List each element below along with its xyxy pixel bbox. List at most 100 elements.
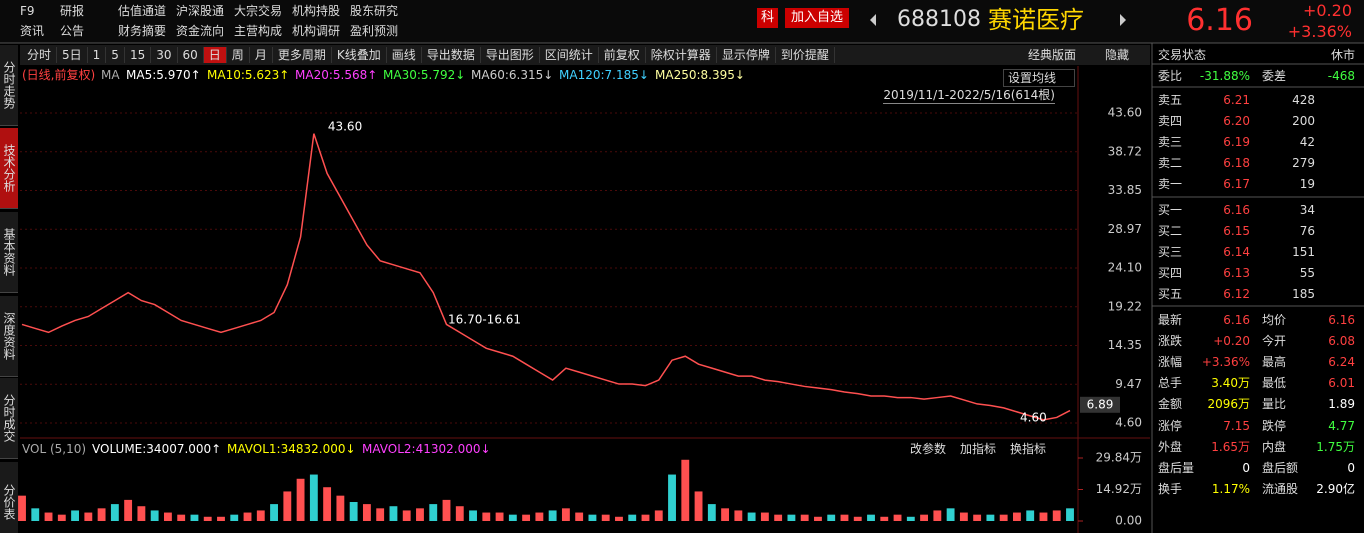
panel-value: -468 (1327, 69, 1355, 83)
stat-label: 最低 (1262, 376, 1287, 391)
menu-item[interactable]: 财务摘要 (118, 24, 167, 38)
volume-bar (137, 506, 146, 521)
toolbar-button[interactable]: 1 (88, 47, 107, 63)
volume-bar (601, 514, 610, 521)
side-tab[interactable]: 分价表 (0, 462, 18, 533)
stat-value: 1.75万 (1316, 439, 1355, 454)
order-price: 6.13 (1223, 266, 1250, 280)
volume-bar (97, 508, 106, 521)
toolbar-button[interactable]: 周 (227, 47, 250, 63)
stat-value: 1.89 (1328, 397, 1355, 412)
menu-item[interactable]: 大宗交易 (234, 4, 283, 18)
volume-bar (71, 510, 79, 521)
side-tab[interactable]: 深度资料 (0, 296, 18, 377)
volume-bar (429, 504, 438, 521)
set-ma-button[interactable]: 设置均线 (1003, 69, 1076, 87)
toolbar-button[interactable]: 前复权 (599, 47, 646, 63)
toolbar-button[interactable]: 导出图形 (481, 47, 540, 63)
toolbar-button[interactable]: 日 (203, 47, 227, 63)
order-price: 6.18 (1223, 156, 1250, 170)
order-price: 6.16 (1223, 203, 1250, 217)
volume-bar (707, 504, 716, 521)
menu-item[interactable]: 盈利预测 (350, 24, 399, 38)
toolbar-button[interactable]: 显示停牌 (717, 47, 776, 63)
order-volume: 76 (1299, 224, 1315, 238)
side-tab[interactable]: 分时走势 (0, 45, 18, 126)
volume-bar (814, 516, 822, 521)
toolbar-button[interactable]: 30 (151, 47, 178, 63)
ma-legend: MA60:6.315↓ (471, 68, 554, 82)
toolbar-button[interactable]: 15 (125, 47, 152, 63)
order-price: 6.17 (1223, 177, 1250, 191)
volume-bar (442, 499, 451, 521)
menu-item[interactable]: 资讯 (20, 24, 45, 38)
menu-item[interactable]: 机构调研 (292, 24, 341, 38)
prev-arrow (870, 14, 876, 26)
volume-bar (522, 514, 531, 521)
stat-label: 金额 (1158, 397, 1183, 412)
toolbar-button[interactable]: 导出数据 (422, 47, 481, 63)
toolbar-button[interactable]: 分时 (22, 47, 58, 63)
ma-legend: MA250:8.395↓ (655, 68, 745, 82)
menu-item[interactable]: F9 (20, 4, 35, 18)
toolbar-button[interactable]: K线叠加 (332, 47, 387, 63)
toolbar-button[interactable]: 更多周期 (273, 47, 332, 63)
stat-label: 内盘 (1262, 439, 1287, 454)
peak-annotation: 43.60 (328, 120, 362, 134)
stat-value: 0 (1242, 460, 1250, 475)
stat-label: 最新 (1158, 313, 1183, 327)
menu-item[interactable]: 资金流向 (176, 24, 225, 38)
stat-label: 量比 (1262, 397, 1287, 412)
side-tab[interactable]: 分时成交 (0, 378, 18, 459)
volume-bar (336, 495, 345, 521)
toolbar-button[interactable]: 经典版面 (1028, 48, 1077, 62)
toolbar-button[interactable]: 月 (250, 47, 273, 63)
menu-item[interactable]: 主营构成 (234, 24, 283, 38)
volume-bar (110, 504, 119, 521)
indicator-button[interactable]: 改参数 (910, 442, 947, 456)
volume-bar (323, 487, 332, 521)
toolbar-button[interactable]: 60 (178, 47, 204, 63)
menu-item[interactable]: 估值通道 (118, 4, 167, 18)
toolbar-button[interactable]: 区间统计 (540, 47, 599, 63)
menu-item[interactable]: 公告 (60, 24, 85, 38)
ma-legend: (日线,前复权) (22, 68, 96, 82)
menu-item[interactable]: 机构持股 (292, 4, 341, 18)
menu-item[interactable]: 股东研究 (350, 4, 399, 18)
stat-label: 今开 (1262, 334, 1287, 349)
side-tab[interactable]: 技术分析 (0, 128, 18, 209)
order-volume: 19 (1299, 177, 1315, 191)
volume-bar (641, 514, 650, 521)
stat-value: 2.90亿 (1316, 481, 1355, 496)
stat-value: +3.36% (1201, 355, 1250, 370)
current-price-tag (1080, 396, 1120, 413)
menu-item[interactable]: 沪深股通 (176, 4, 225, 18)
side-tab[interactable]: 基本资料 (0, 212, 18, 293)
stat-label: 涨停 (1158, 418, 1183, 433)
volume-bar (296, 478, 305, 521)
low-annotation: 4.60 (1020, 411, 1047, 425)
stat-label: 盘后量 (1158, 460, 1195, 475)
toolbar-button[interactable]: 除权计算器 (646, 47, 717, 63)
order-label: 卖五 (1158, 93, 1183, 107)
indicator-button[interactable]: 加指标 (960, 442, 997, 456)
volume-bar (1039, 512, 1048, 521)
volume-bar (402, 510, 411, 521)
volume-bar (1013, 512, 1021, 521)
volume-bar (615, 516, 623, 521)
toolbar-button[interactable]: 5日 (57, 47, 88, 63)
ma-legend: MA (101, 68, 120, 82)
stat-value: 1.65万 (1211, 439, 1250, 454)
toolbar-button[interactable]: 隐藏 (1105, 48, 1130, 62)
volume-bar (906, 516, 915, 521)
volume-bar (256, 510, 265, 521)
indicator-button[interactable]: 换指标 (1010, 442, 1047, 456)
add-watch-button[interactable]: 加入自选 (785, 8, 850, 28)
order-volume: 55 (1299, 266, 1315, 280)
stat-label: 均价 (1262, 313, 1287, 327)
y-tick-label: 14.35 (1108, 338, 1142, 352)
toolbar-button[interactable]: 到价提醒 (776, 47, 835, 63)
toolbar-button[interactable]: 画线 (387, 47, 422, 63)
toolbar-button[interactable]: 5 (106, 47, 125, 63)
menu-item[interactable]: 研报 (60, 4, 85, 18)
